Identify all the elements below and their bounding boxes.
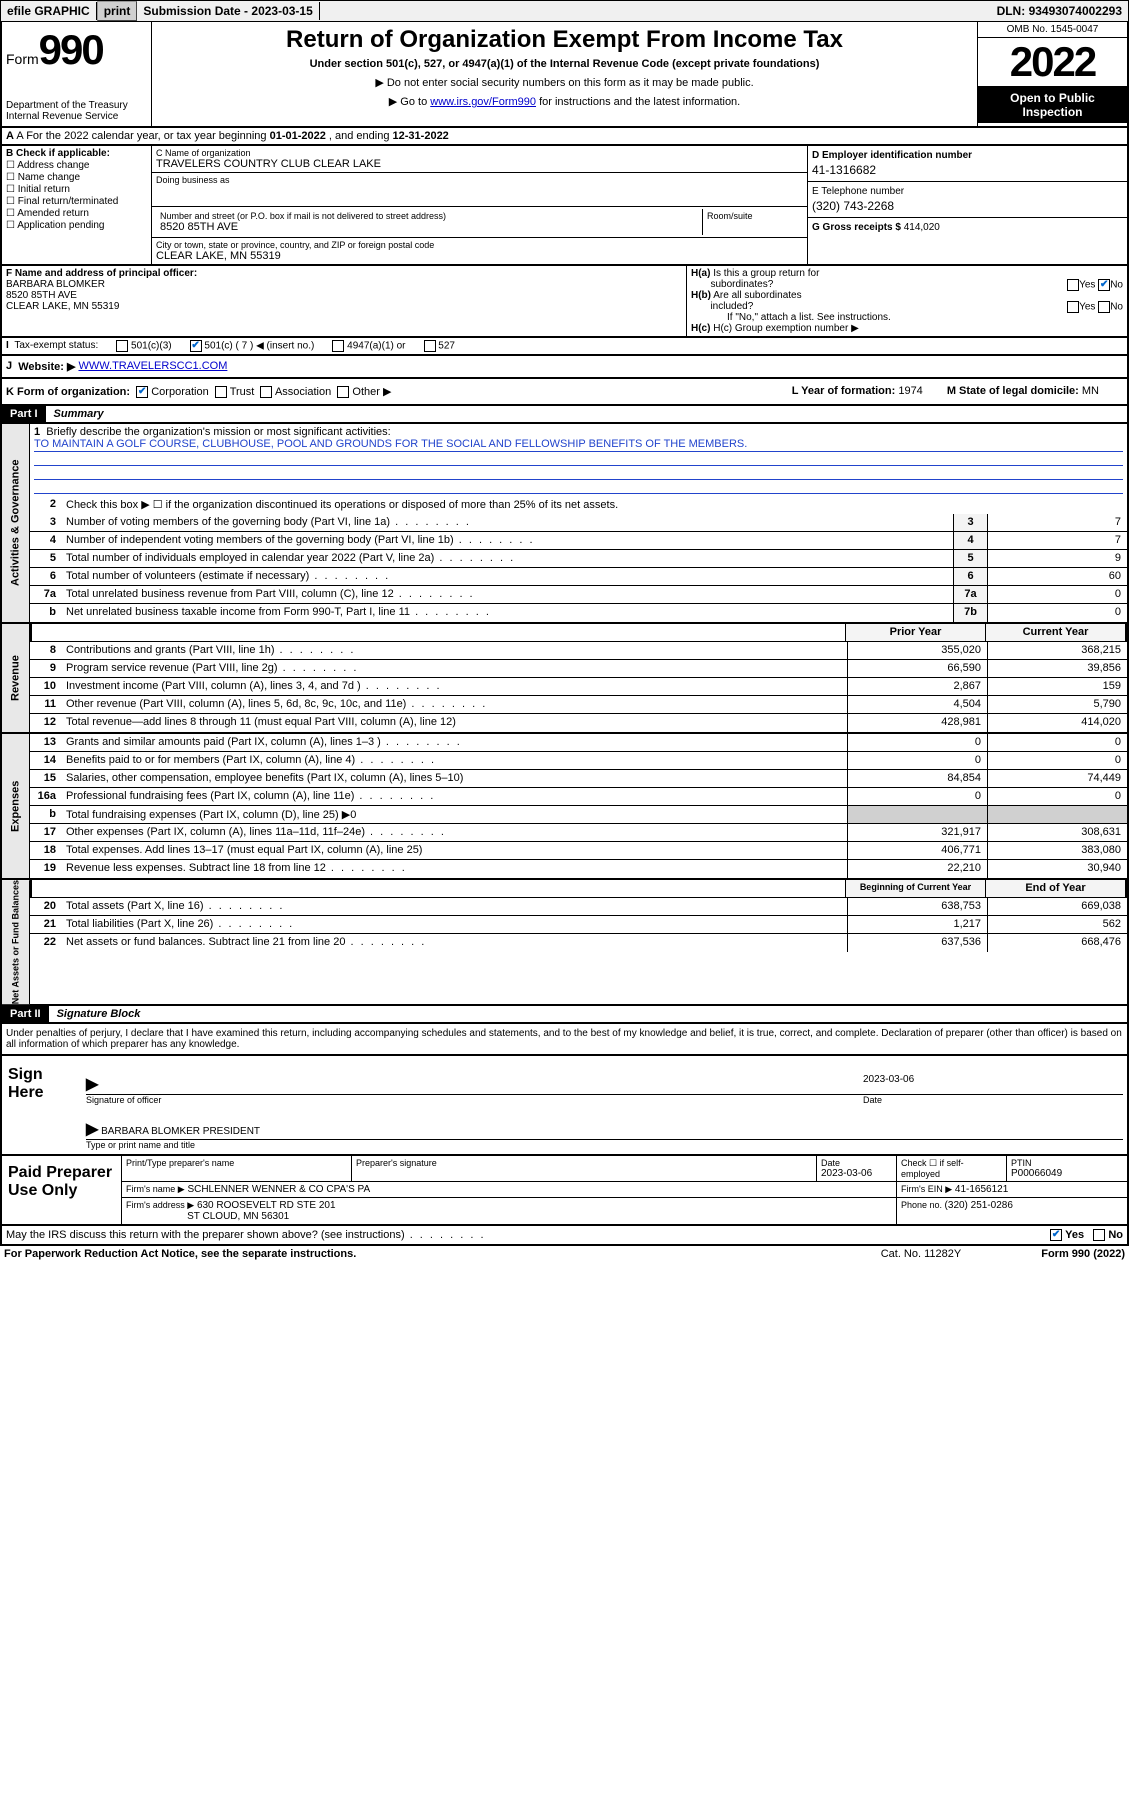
- firm-name: SCHLENNER WENNER & CO CPA'S PA: [187, 1184, 370, 1195]
- row-i-taxstatus: I Tax-exempt status: 501(c)(3) 501(c) ( …: [0, 338, 1129, 356]
- chk-assoc[interactable]: [260, 386, 272, 398]
- chk-501c[interactable]: [190, 340, 202, 352]
- val-7b: 0: [987, 604, 1127, 622]
- row-a-taxyear: A A For the 2022 calendar year, or tax y…: [0, 128, 1129, 146]
- irs-link[interactable]: www.irs.gov/Form990: [430, 96, 536, 108]
- mission-text: TO MAINTAIN A GOLF COURSE, CLUBHOUSE, PO…: [34, 438, 1123, 452]
- ha-no[interactable]: [1098, 279, 1110, 291]
- row-j-website: J Website: ▶ WWW.TRAVELERSCC1.COM: [0, 356, 1129, 379]
- section-f: F Name and address of principal officer:…: [2, 266, 687, 336]
- may-yes[interactable]: [1050, 1229, 1062, 1241]
- section-net-assets: Net Assets or Fund Balances Beginning of…: [0, 880, 1129, 1006]
- chk-corp[interactable]: [136, 386, 148, 398]
- department: Department of the Treasury Internal Reve…: [6, 100, 147, 122]
- form-word: Form: [6, 51, 39, 67]
- section-c: C Name of organizationTRAVELERS COUNTRY …: [152, 146, 807, 264]
- website-link[interactable]: WWW.TRAVELERSCC1.COM: [78, 360, 227, 373]
- chk-trust[interactable]: [215, 386, 227, 398]
- hb-yes[interactable]: [1067, 301, 1079, 313]
- section-expenses: Expenses 13Grants and similar amounts pa…: [0, 734, 1129, 880]
- row-klm: K Form of organization: Corporation Trus…: [0, 379, 1129, 406]
- chk-501c3[interactable]: [116, 340, 128, 352]
- section-b: B Check if applicable: ☐ Address change …: [2, 146, 152, 264]
- form-title: Return of Organization Exempt From Incom…: [156, 26, 973, 54]
- efile-label: efile GRAPHIC: [1, 2, 97, 20]
- chk-address-change[interactable]: ☐ Address change: [6, 160, 147, 171]
- chk-initial-return[interactable]: ☐ Initial return: [6, 184, 147, 195]
- officer-name: BARBARA BLOMKER: [6, 279, 105, 290]
- org-city: CLEAR LAKE, MN 55319: [156, 250, 803, 262]
- chk-527[interactable]: [424, 340, 436, 352]
- sign-date: 2023-03-06: [863, 1074, 1123, 1094]
- part-ii-header: Part II Signature Block: [0, 1006, 1129, 1024]
- hb-no[interactable]: [1098, 301, 1110, 313]
- val-3: 7: [987, 514, 1127, 531]
- section-deg: D Employer identification number41-13166…: [807, 146, 1127, 264]
- identity-block: B Check if applicable: ☐ Address change …: [0, 146, 1129, 266]
- ha-yes[interactable]: [1067, 279, 1079, 291]
- year-formation: 1974: [898, 385, 922, 397]
- top-bar: efile GRAPHIC print Submission Date - 20…: [0, 0, 1129, 22]
- val-5: 9: [987, 550, 1127, 567]
- tax-year: 2022: [978, 38, 1127, 86]
- penalty-statement: Under penalties of perjury, I declare th…: [0, 1024, 1129, 1056]
- section-h: H(a) Is this a group return for subordin…: [687, 266, 1127, 336]
- may-no[interactable]: [1093, 1229, 1105, 1241]
- gross-receipts: 414,020: [904, 222, 940, 233]
- ein: 41-1316682: [812, 163, 1123, 177]
- chk-final-return[interactable]: ☐ Final return/terminated: [6, 196, 147, 207]
- print-button[interactable]: print: [97, 1, 138, 21]
- omb-number: OMB No. 1545-0047: [978, 22, 1127, 38]
- chk-other[interactable]: [337, 386, 349, 398]
- chk-application-pending[interactable]: ☐ Application pending: [6, 220, 147, 231]
- val-4: 7: [987, 532, 1127, 549]
- section-revenue: Revenue Prior YearCurrent Year 8Contribu…: [0, 624, 1129, 734]
- form-note-2: ▶ Go to www.irs.gov/Form990 for instruct…: [156, 95, 973, 108]
- chk-4947[interactable]: [332, 340, 344, 352]
- page-footer: For Paperwork Reduction Act Notice, see …: [0, 1246, 1129, 1262]
- form-header: Form990 Department of the Treasury Inter…: [0, 22, 1129, 128]
- form-subtitle: Under section 501(c), 527, or 4947(a)(1)…: [156, 58, 973, 70]
- dln: DLN: 93493074002293: [991, 2, 1128, 20]
- paid-preparer-block: Paid Preparer Use Only Print/Type prepar…: [0, 1156, 1129, 1226]
- form-number: 990: [39, 26, 103, 73]
- firm-ein: 41-1656121: [955, 1184, 1008, 1195]
- org-name: TRAVELERS COUNTRY CLUB CLEAR LAKE: [156, 158, 803, 170]
- chk-amended-return[interactable]: ☐ Amended return: [6, 208, 147, 219]
- state-domicile: MN: [1082, 385, 1099, 397]
- firm-phone: (320) 251-0286: [945, 1200, 1013, 1211]
- org-street: 8520 85TH AVE: [160, 221, 698, 233]
- sign-here-block: Sign Here ▶2023-03-06 Signature of offic…: [0, 1056, 1129, 1156]
- submission-date: Submission Date - 2023-03-15: [137, 2, 319, 20]
- val-7a: 0: [987, 586, 1127, 603]
- val-6: 60: [987, 568, 1127, 585]
- telephone: (320) 743-2268: [812, 199, 1123, 213]
- officer-group-block: F Name and address of principal officer:…: [0, 266, 1129, 338]
- part-i-header: Part I Summary: [0, 406, 1129, 424]
- open-inspection: Open to Public Inspection: [978, 86, 1127, 123]
- officer-name-title: BARBARA BLOMKER PRESIDENT: [101, 1126, 260, 1137]
- form-note-1: ▶ Do not enter social security numbers o…: [156, 76, 973, 89]
- may-discuss-row: May the IRS discuss this return with the…: [0, 1226, 1129, 1246]
- section-activities-governance: Activities & Governance 1 Briefly descri…: [0, 424, 1129, 624]
- ptin: P00066049: [1011, 1168, 1062, 1179]
- chk-name-change[interactable]: ☐ Name change: [6, 172, 147, 183]
